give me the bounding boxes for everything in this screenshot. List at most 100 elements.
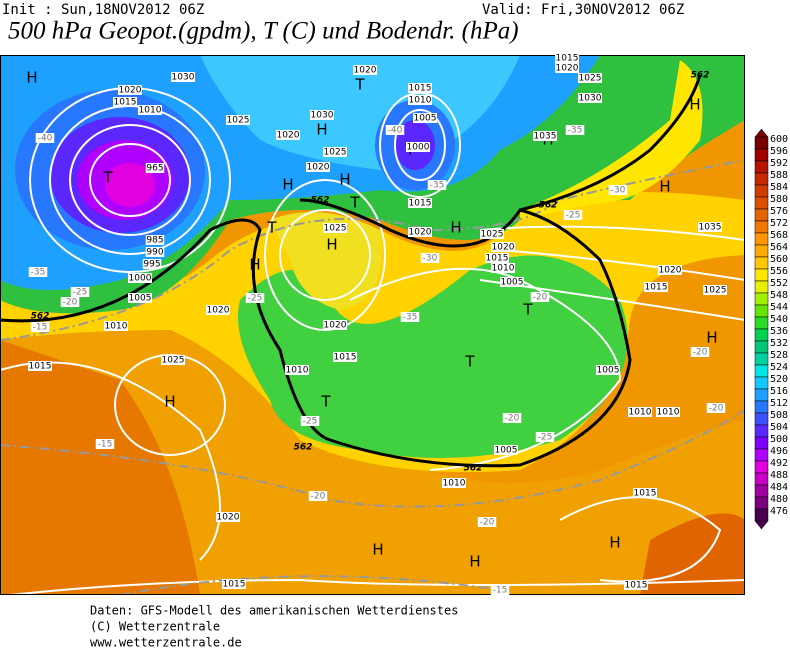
pressure-label: 1015 xyxy=(114,98,137,108)
temperature-label: -20 xyxy=(63,298,78,308)
colorbar-swatch xyxy=(754,328,769,342)
colorbar-label: 500 xyxy=(770,434,788,445)
high-marker: H xyxy=(609,534,620,552)
label-box xyxy=(408,198,432,208)
pressure-label: 1025 xyxy=(579,74,602,84)
map-frame xyxy=(0,55,745,595)
colorbar-label: 560 xyxy=(770,254,788,265)
colorbar-swatch xyxy=(754,388,769,402)
label-box xyxy=(113,97,137,107)
pressure-label: 1000 xyxy=(129,274,152,284)
temperature-label: -25 xyxy=(566,211,581,221)
label-box xyxy=(491,242,515,252)
label-box xyxy=(145,235,165,245)
label-box xyxy=(408,95,432,105)
pressure-label: 1015 xyxy=(634,489,657,499)
label-box xyxy=(385,125,405,135)
label-box xyxy=(563,210,583,220)
label-box xyxy=(533,131,557,141)
high-marker: H xyxy=(706,329,717,347)
label-box xyxy=(28,361,52,371)
label-box xyxy=(628,407,652,417)
label-box xyxy=(245,293,265,303)
pressure-label: 1005 xyxy=(414,114,437,124)
label-box xyxy=(490,585,510,595)
colorbar-swatch xyxy=(754,160,769,174)
pressure-label: 1035 xyxy=(699,223,722,233)
label-box xyxy=(104,321,128,331)
low-marker: T xyxy=(354,76,365,94)
label-box xyxy=(226,115,250,125)
colorbar-swatch xyxy=(754,280,769,294)
label-box xyxy=(658,265,682,275)
low-marker: T xyxy=(522,301,533,319)
colorbar-label: 576 xyxy=(770,206,788,217)
colorbar: 6005965925885845805765725685645605565525… xyxy=(754,128,788,530)
low-marker: T xyxy=(102,169,113,187)
label-box xyxy=(128,273,152,283)
label-box xyxy=(400,312,420,322)
contour-label: 562 xyxy=(31,312,50,322)
label-box xyxy=(35,133,55,143)
label-box xyxy=(491,263,515,273)
label-box xyxy=(698,222,722,232)
pressure-label: 1020 xyxy=(207,306,230,316)
footer-line: Daten: GFS-Modell des amerikanischen Wet… xyxy=(90,604,458,618)
label-box xyxy=(118,85,142,95)
temperature-label: -20 xyxy=(505,414,520,424)
label-box xyxy=(145,163,165,173)
pressure-label: 1010 xyxy=(139,106,162,116)
colorbar-swatch xyxy=(754,136,769,150)
colorbar-swatch xyxy=(754,436,769,450)
label-box xyxy=(442,478,466,488)
colorbar-swatch xyxy=(754,508,769,522)
colorbar-label: 592 xyxy=(770,158,788,169)
high-marker: H xyxy=(164,393,175,411)
label-box xyxy=(578,93,602,103)
label-box xyxy=(485,253,509,263)
pressure-label: 1030 xyxy=(311,111,334,121)
colorbar-swatch xyxy=(754,448,769,462)
colorbar-label: 540 xyxy=(770,314,788,325)
label-box xyxy=(323,223,347,233)
pressure-label: 1010 xyxy=(409,96,432,106)
label-box xyxy=(480,229,504,239)
contour-label: 562 xyxy=(294,443,313,453)
init-time: Init : Sun,18NOV2012 06Z xyxy=(2,2,204,18)
pressure-label: 1030 xyxy=(172,73,195,83)
label-box xyxy=(216,512,240,522)
label-box xyxy=(408,83,432,93)
map-title: 500 hPa Geopot.(gpdm), T (C) und Bodendr… xyxy=(8,18,519,45)
label-box xyxy=(578,73,602,83)
pressure-label: 1030 xyxy=(579,94,602,104)
label-box xyxy=(70,287,90,297)
colorbar-label: 532 xyxy=(770,338,788,349)
high-marker: H xyxy=(450,219,461,237)
colorbar-label: 484 xyxy=(770,482,788,493)
label-box xyxy=(633,488,657,498)
temperature-label: -35 xyxy=(403,313,418,323)
pressure-label: 1025 xyxy=(227,116,250,126)
temperature-label: -25 xyxy=(538,433,553,443)
pressure-label: 1020 xyxy=(307,163,330,173)
colorbar-label: 480 xyxy=(770,494,788,505)
temperature-label: -40 xyxy=(388,126,403,136)
label-box xyxy=(535,432,555,442)
colorbar-label: 492 xyxy=(770,458,788,469)
temperature-label: -20 xyxy=(693,348,708,358)
colorbar-label: 556 xyxy=(770,266,788,277)
pressure-label: 1005 xyxy=(129,294,152,304)
colorbar-label: 580 xyxy=(770,194,788,205)
label-box xyxy=(406,142,430,152)
colorbar-cap xyxy=(754,520,769,530)
pressure-label: 1015 xyxy=(409,84,432,94)
label-box xyxy=(206,305,230,315)
label-box xyxy=(285,365,309,375)
temperature-label: -25 xyxy=(248,294,263,304)
label-box xyxy=(28,267,48,277)
label-box xyxy=(138,105,162,115)
label-box xyxy=(565,125,585,135)
colorbar-swatch xyxy=(754,268,769,282)
colorbar-swatch xyxy=(754,484,769,498)
colorbar-swatch xyxy=(754,244,769,258)
